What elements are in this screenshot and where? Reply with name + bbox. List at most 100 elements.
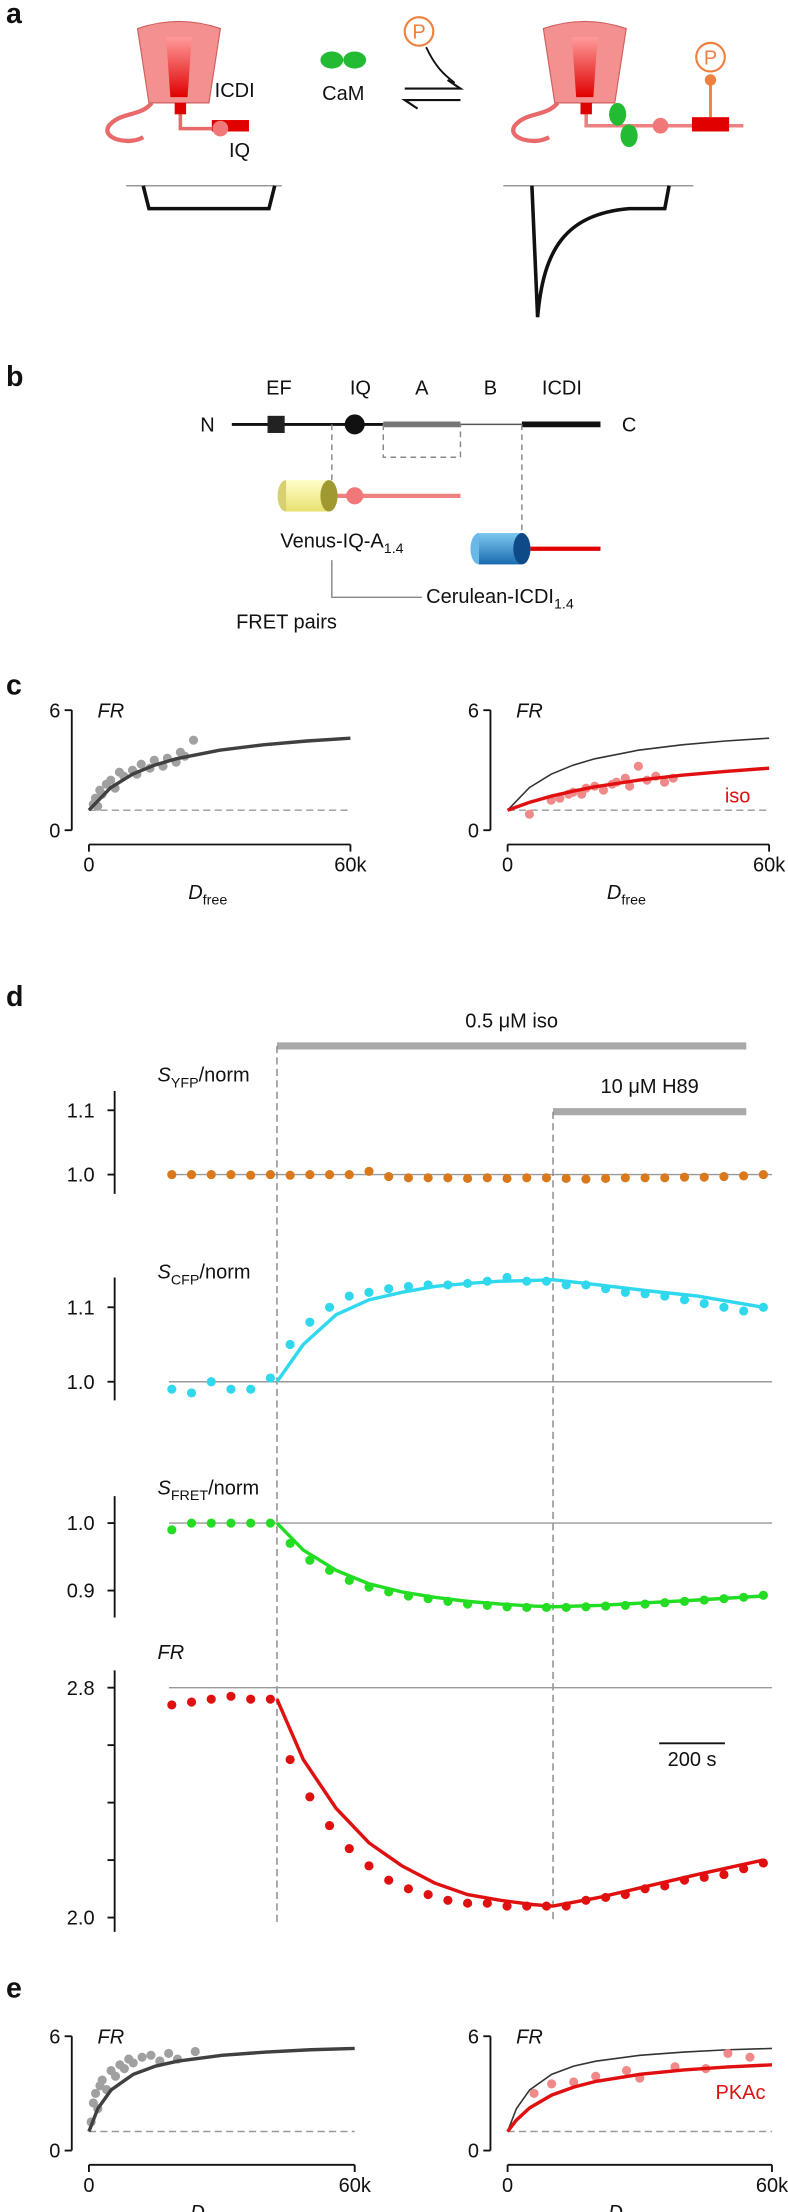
fit-curve xyxy=(87,736,351,812)
data-point xyxy=(164,2048,174,2058)
data-point xyxy=(482,1898,492,1908)
label-rest: /norm xyxy=(208,1478,259,1500)
y-tick-label: 1.0 xyxy=(67,1165,95,1187)
y-tick-label: 1.1 xyxy=(67,1100,95,1122)
data-point xyxy=(719,1302,729,1312)
equilibrium-arrows xyxy=(401,79,464,110)
domain-label: IQ xyxy=(229,140,250,162)
reference-curve xyxy=(507,737,770,811)
data-point xyxy=(206,1377,216,1387)
domain-label: B xyxy=(484,377,497,399)
data-point xyxy=(206,1694,216,1704)
data-point xyxy=(699,1298,709,1309)
label-sub: free xyxy=(203,893,228,909)
data-point xyxy=(226,1518,236,1528)
y-tick-label: 0 xyxy=(468,2141,479,2163)
y-tick-label: 6 xyxy=(468,700,479,722)
data-point xyxy=(529,2088,539,2098)
y-tick-label: 1.0 xyxy=(67,1372,95,1394)
data-point xyxy=(246,1170,256,1180)
panel-label: e xyxy=(6,1973,22,2005)
data-point xyxy=(226,1170,236,1180)
data-point xyxy=(265,1170,275,1180)
data-point xyxy=(739,1306,749,1316)
data-point xyxy=(364,1287,374,1297)
y-tick-label: 6 xyxy=(468,2026,479,2048)
domain-label: A xyxy=(415,377,429,399)
data-point xyxy=(186,1388,197,1398)
label-sub: FRET xyxy=(171,1488,209,1504)
data-point xyxy=(110,2071,121,2081)
label-main: D xyxy=(608,2202,622,2212)
data-point xyxy=(119,2064,129,2074)
y-tick-label: 0 xyxy=(49,2141,60,2163)
data-point xyxy=(226,1384,236,1394)
domain-label: ICDI xyxy=(215,80,255,102)
panel-label: d xyxy=(6,981,23,1013)
data-point xyxy=(384,1171,394,1182)
data-point xyxy=(324,1821,335,1831)
treatment-label: 0.5 μM iso xyxy=(465,1010,558,1032)
fit-curve xyxy=(507,766,770,812)
data-point xyxy=(403,1281,414,1291)
data-point xyxy=(561,1173,571,1184)
x-axis-label: Dfree xyxy=(608,2202,647,2212)
y-axis-label: FR xyxy=(516,700,543,722)
x-tick-label: 0 xyxy=(83,855,94,877)
arrow xyxy=(425,46,456,84)
domain-label: EF xyxy=(266,377,292,399)
data-point xyxy=(167,1170,177,1180)
label-rest: /norm xyxy=(199,1262,250,1284)
construct-name: Cerulean-ICDI xyxy=(426,586,554,608)
data-point xyxy=(633,761,643,771)
data-point xyxy=(206,1170,216,1180)
phospho-label: P xyxy=(704,47,717,69)
data-point xyxy=(719,1171,729,1182)
data-point xyxy=(679,1172,690,1182)
data-point xyxy=(660,1173,670,1183)
data-point xyxy=(541,1173,552,1183)
data-point xyxy=(186,1170,197,1180)
data-point xyxy=(136,759,146,769)
data-point xyxy=(344,1844,354,1854)
data-point xyxy=(463,1898,473,1908)
data-point xyxy=(601,1173,611,1184)
data-point xyxy=(547,2079,557,2089)
data-point xyxy=(90,2088,101,2098)
data-point xyxy=(723,2048,733,2058)
data-point xyxy=(167,1700,177,1710)
data-point xyxy=(384,1875,394,1885)
series-label: PKAc xyxy=(716,2082,766,2104)
label-sub: free xyxy=(621,893,646,909)
data-point xyxy=(384,1284,394,1294)
data-point xyxy=(482,1173,492,1183)
domain-map xyxy=(231,414,601,599)
data-point xyxy=(305,1317,315,1327)
data-point xyxy=(128,2058,138,2068)
y-tick-label: 0 xyxy=(468,820,479,842)
y-axis-label: FR xyxy=(97,700,124,722)
data-point xyxy=(699,1172,709,1182)
x-axis-label: Dfree xyxy=(190,2202,229,2212)
label-main: D xyxy=(188,882,202,904)
data-point xyxy=(146,2050,156,2060)
panel-label: a xyxy=(6,0,23,30)
channel-right xyxy=(511,20,744,148)
data-point xyxy=(190,2046,200,2057)
data-point xyxy=(625,781,635,791)
y-tick-label: 6 xyxy=(49,700,60,722)
data-point xyxy=(265,1373,275,1383)
fit-curve xyxy=(506,2063,773,2133)
data-point xyxy=(186,1697,197,1707)
data-point xyxy=(423,1889,433,1900)
y-axis-label: FR xyxy=(97,2026,124,2048)
data-point xyxy=(265,1694,275,1704)
data-point xyxy=(758,1170,768,1180)
data-point xyxy=(443,1895,453,1905)
fit-curve xyxy=(275,1698,764,1908)
data-point xyxy=(745,2052,755,2062)
data-point xyxy=(106,775,116,785)
data-point xyxy=(305,1170,315,1180)
terminus-label: C xyxy=(622,415,636,437)
construct-label: Venus-IQ-A1.4 xyxy=(280,530,403,557)
